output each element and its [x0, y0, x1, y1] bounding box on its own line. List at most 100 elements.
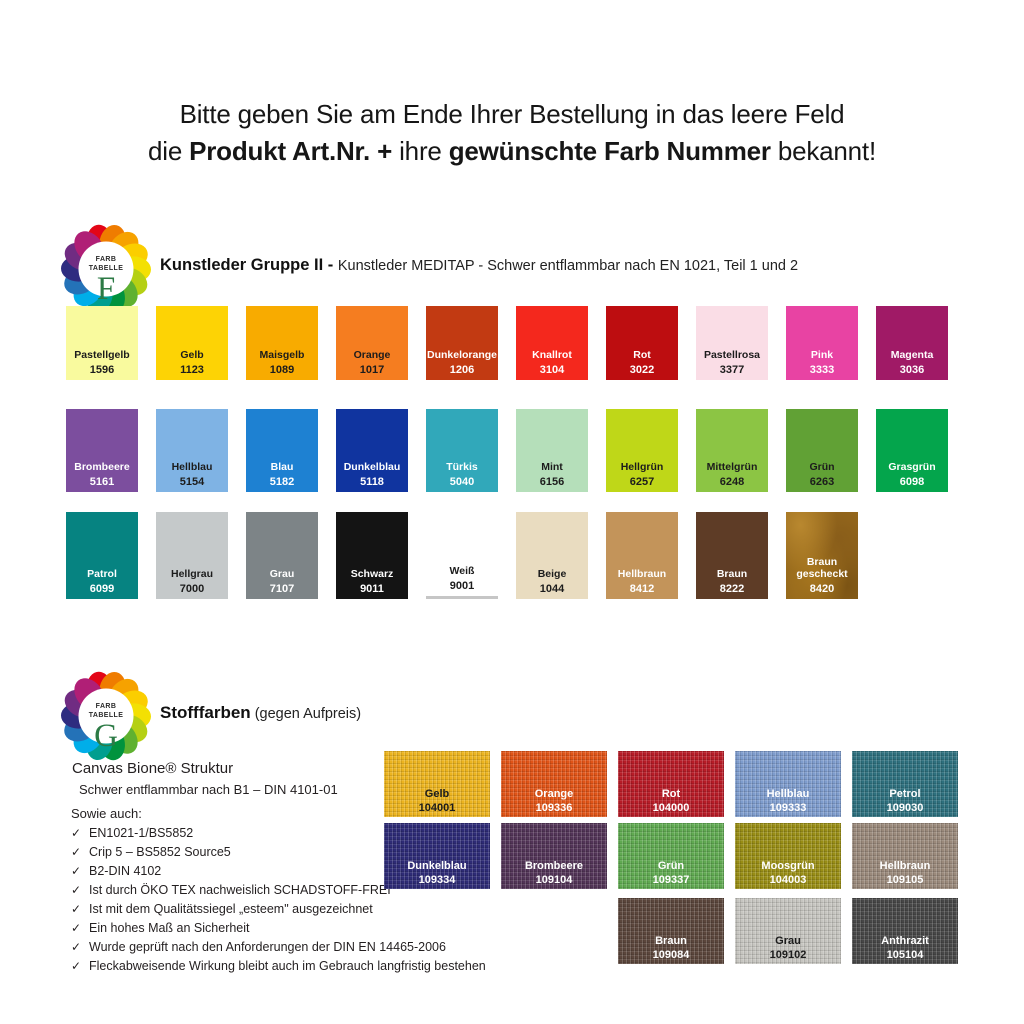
- swatch-name: Pastellrosa: [703, 348, 761, 361]
- check-icon: ✓: [71, 826, 82, 840]
- check-icon: ✓: [71, 921, 82, 935]
- swatch-code: 3036: [899, 364, 925, 376]
- swatch-name: Hellbraun: [879, 859, 931, 872]
- color-swatch-1123: Gelb 1123: [156, 306, 228, 380]
- color-swatch-9011: Schwarz 9011: [336, 512, 408, 599]
- swatch-code: 5118: [360, 476, 384, 488]
- color-swatch-3333: Pink 3333: [786, 306, 858, 380]
- check-item-label: Ein hohes Maß an Sicherheit: [89, 921, 250, 935]
- title-line2-post: bekannt!: [770, 136, 876, 166]
- swatch-name: Schwarz: [350, 567, 394, 580]
- title-line2-bold2: gewünschte Farb Nummer: [448, 136, 771, 166]
- title-line2-pre: die: [148, 136, 190, 166]
- check-item: ✓ Fleckabweisende Wirkung bleibt auch im …: [71, 959, 486, 978]
- swatch-name: Rot: [661, 787, 681, 800]
- color-swatch-5182: Blau 5182: [246, 409, 318, 492]
- swatch-name: Dunkelblau: [343, 460, 401, 473]
- color-swatch-8420: Braun gescheckt 8420: [786, 512, 858, 599]
- section1-title-rest: Kunstleder MEDITAP - Schwer entflammbar …: [337, 258, 799, 274]
- swatch-code: 109333: [769, 802, 807, 814]
- svg-text:TABELLE: TABELLE: [89, 265, 124, 272]
- swatch-name: Pink: [810, 348, 834, 361]
- swatch-code: 7000: [179, 583, 205, 595]
- swatch-name: Grau: [775, 934, 801, 947]
- farbtabelle-g-logo: FARB TABELLE G: [61, 671, 151, 761]
- check-item: ✓ Ist mit dem Qualitätssiegel „esteem" au…: [71, 902, 486, 921]
- check-item: ✓ Wurde geprüft nach den Anforderungen de…: [71, 940, 486, 959]
- swatch-name: Braun: [655, 934, 687, 947]
- check-item-label: Ist durch ÖKO TEX nachweislich SCHADSTOF…: [89, 883, 391, 897]
- swatch-name: Dunkelblau: [407, 859, 467, 872]
- color-swatch-6248: Mittelgrün 6248: [696, 409, 768, 492]
- color-swatch-109337: Grün 109337: [618, 823, 724, 889]
- color-swatch-5118: Dunkelblau 5118: [336, 409, 408, 492]
- swatch-code: 9011: [360, 583, 384, 595]
- color-swatch-8412: Hellbraun 8412: [606, 512, 678, 599]
- color-swatch-105104: Anthrazit 105104: [852, 898, 958, 964]
- check-item: ✓ EN1021-1/BS5852: [71, 826, 486, 845]
- swatch-name: Petrol: [889, 787, 921, 800]
- color-swatch-6099: Patrol 6099: [66, 512, 138, 599]
- swatch-name: Braun: [716, 567, 748, 580]
- swatch-code: 109337: [652, 874, 690, 886]
- swatch-name: Dunkelorange: [426, 348, 497, 361]
- leather-swatch-row-1: Pastellgelb 1596 Gelb 1123 Maisgelb 1089 Orang…: [66, 306, 948, 380]
- swatch-name: Pastellgelb: [74, 348, 130, 361]
- check-item: ✓ B2-DIN 4102: [71, 864, 486, 883]
- svg-text:F: F: [97, 271, 115, 307]
- color-swatch-109030: Petrol 109030: [852, 751, 958, 817]
- swatch-code: 5154: [179, 476, 205, 488]
- swatch-name: Orange: [353, 348, 391, 361]
- swatch-code: 5161: [89, 476, 115, 488]
- check-icon: ✓: [71, 940, 82, 954]
- svg-text:FARB: FARB: [96, 703, 117, 710]
- color-swatch-1017: Orange 1017: [336, 306, 408, 380]
- swatch-name: Grün: [657, 859, 685, 872]
- color-swatch-109084: Braun 109084: [618, 898, 724, 964]
- color-swatch-109334: Dunkelblau 109334: [384, 823, 490, 889]
- swatch-name: Grün: [809, 460, 835, 473]
- color-swatch-3036: Magenta 3036: [876, 306, 948, 380]
- check-item: ✓ Ist durch ÖKO TEX nachweislich SCHADSTO…: [71, 883, 486, 902]
- empty-cell: [384, 898, 490, 964]
- color-swatch-5154: Hellblau 5154: [156, 409, 228, 492]
- title-line-2: die Produkt Art.Nr. + ihre gewünschte Fa…: [0, 133, 1024, 170]
- color-swatch-7000: Hellgrau 7000: [156, 512, 228, 599]
- check-icon: ✓: [71, 845, 82, 859]
- swatch-code: 8412: [629, 583, 655, 595]
- swatch-name: Magenta: [890, 348, 934, 361]
- color-swatch-8222: Braun 8222: [696, 512, 768, 599]
- canvas-bione-subtitle: Schwer entflammbar nach B1 – DIN 4101-01: [79, 782, 338, 797]
- swatch-code: 109084: [652, 949, 690, 961]
- farbtabelle-f-logo: FARB TABELLE F: [61, 224, 151, 314]
- svg-text:G: G: [94, 718, 118, 754]
- swatch-code: 104001: [418, 802, 456, 814]
- swatch-code: 5182: [269, 476, 295, 488]
- swatch-name: Weiß: [449, 564, 475, 577]
- swatch-name: Anthrazit: [881, 934, 929, 947]
- svg-text:FARB: FARB: [96, 256, 117, 263]
- color-swatch-1206: Dunkelorange 1206: [426, 306, 498, 380]
- swatch-name: Hellbraun: [617, 567, 667, 580]
- color-swatch-6156: Mint 6156: [516, 409, 588, 492]
- swatch-name: Orange: [534, 787, 574, 800]
- fabric-swatch-row-1: Gelb 104001 Orange 109336 Rot 104000 Hellblau 1…: [384, 751, 958, 817]
- section1-title: Kunstleder Gruppe II - Kunstleder MEDITA…: [160, 256, 798, 275]
- swatch-name: Gelb: [180, 348, 204, 361]
- swatch-code: 6263: [809, 476, 835, 488]
- swatch-code: 1089: [269, 364, 295, 376]
- check-item-label: Wurde geprüft nach den Anforderungen der…: [89, 940, 446, 954]
- swatch-code: 3333: [809, 364, 835, 376]
- swatch-code: 1596: [89, 364, 115, 376]
- title-line2-mid: ihre: [392, 136, 449, 166]
- color-swatch-109105: Hellbraun 109105: [852, 823, 958, 889]
- check-item-label: Fleckabweisende Wirkung bleibt auch im G…: [89, 959, 486, 973]
- check-item-label: EN1021-1/BS5852: [89, 826, 194, 840]
- swatch-code: 1206: [449, 364, 475, 376]
- swatch-name: Grasgrün: [888, 460, 936, 473]
- swatch-name: Patrol: [87, 567, 117, 580]
- swatch-name: Hellgrau: [170, 567, 213, 580]
- color-swatch-7107: Grau 7107: [246, 512, 318, 599]
- check-item: ✓ Ein hohes Maß an Sicherheit: [71, 921, 486, 940]
